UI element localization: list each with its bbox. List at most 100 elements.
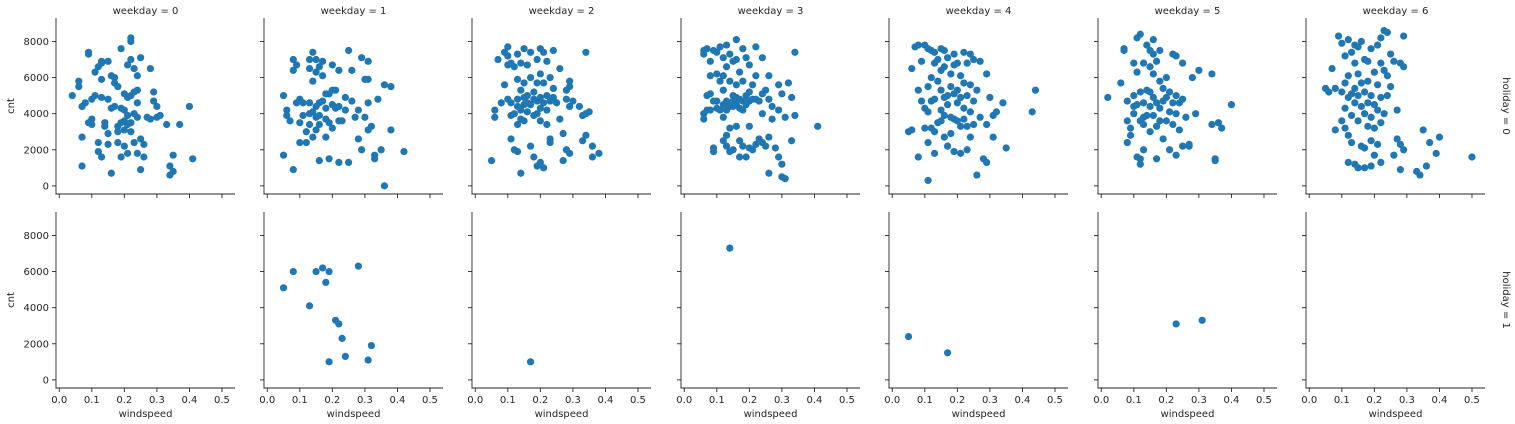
x-tick-label: 0.5 [1256,395,1272,406]
x-tick-label: 0.5 [839,395,855,406]
data-point [1169,120,1177,129]
data-point [582,131,590,139]
data-point [983,158,991,167]
data-point [364,99,372,107]
data-point [500,81,509,89]
data-point [309,108,317,116]
data-point [775,81,783,89]
data-point [1117,79,1125,87]
data-point [1396,166,1404,174]
data-point [960,104,968,112]
y-tick-label: 8000 [24,231,49,242]
data-point [1393,106,1401,114]
data-point [1159,135,1167,143]
data-point [305,120,314,129]
facet-row-title: holiday = 0 [1500,77,1511,135]
x-tick-label: 0.4 [1014,395,1030,406]
data-point [120,126,128,134]
data-point [124,149,132,157]
data-point [706,90,714,98]
panel-holiday-0-weekday-6 [1302,18,1485,198]
data-point [163,120,171,129]
x-tick-label: 0.4 [181,395,197,406]
data-point [973,86,981,94]
data-point [117,45,125,53]
data-point [716,43,724,51]
data-point [1328,64,1336,73]
data-point [908,64,916,73]
data-point [127,37,135,46]
data-point [1354,117,1362,125]
data-point [943,349,952,357]
data-point [1344,72,1352,80]
x-tick-label: 0.2 [1158,395,1174,406]
x-tick-label: 0.5 [1464,395,1480,406]
data-point [1208,70,1216,78]
data-point [1357,37,1365,46]
data-point [1341,52,1349,60]
data-point [364,75,372,83]
data-point [943,142,952,150]
data-point [755,97,763,105]
data-point [124,61,132,69]
data-point [709,144,718,152]
panel-holiday-0-weekday-1 [260,18,443,198]
data-point [947,82,955,91]
data-point [1400,63,1408,71]
data-point [1360,88,1369,96]
y-tick-label: 4000 [24,109,49,120]
data-point [387,126,395,134]
data-point [487,157,496,165]
data-point [700,115,708,123]
data-point [1139,59,1148,67]
data-point [1192,110,1200,118]
data-point [1344,36,1352,44]
data-point [1416,171,1424,179]
data-point [150,88,158,96]
data-point [1338,88,1346,96]
data-point [104,95,112,103]
data-point [957,122,965,130]
data-point [1364,122,1372,130]
data-point [732,36,740,44]
data-point [1146,102,1154,111]
data-point [778,160,786,168]
data-point [543,106,551,114]
data-point [169,151,177,159]
data-point [1377,158,1385,167]
data-point [904,332,913,341]
data-point [762,142,770,150]
data-point [1354,92,1362,100]
data-point [713,97,721,105]
data-point [1367,92,1375,100]
panel-holiday-1-weekday-0: 0 2000 4000 6000 8000 0.0 0.1 0.2 0.3 0.4 0.5 winds… [24,212,235,420]
data-point [1367,113,1375,121]
data-point [1028,108,1036,116]
x-tick-label: 0.0 [676,395,692,406]
data-point [1435,133,1444,141]
data-point [84,48,93,56]
data-point [1354,70,1362,78]
data-point [328,124,336,132]
data-point [335,102,343,111]
data-point [722,142,731,150]
data-point [292,61,301,69]
data-point [286,117,294,125]
data-point [1152,99,1161,107]
data-point [1380,66,1388,74]
x-tick-label: 0.1 [1126,395,1142,406]
data-point [150,97,158,105]
data-point [729,146,737,154]
data-point [1370,101,1378,109]
data-point [114,82,122,91]
data-point [332,86,340,94]
data-point [765,169,773,177]
data-point [341,106,349,114]
data-point [374,95,382,103]
data-point [582,48,590,56]
x-tick-label: 0.2 [949,395,965,406]
data-point [315,157,323,165]
data-point [722,63,731,71]
data-point [1126,124,1135,132]
